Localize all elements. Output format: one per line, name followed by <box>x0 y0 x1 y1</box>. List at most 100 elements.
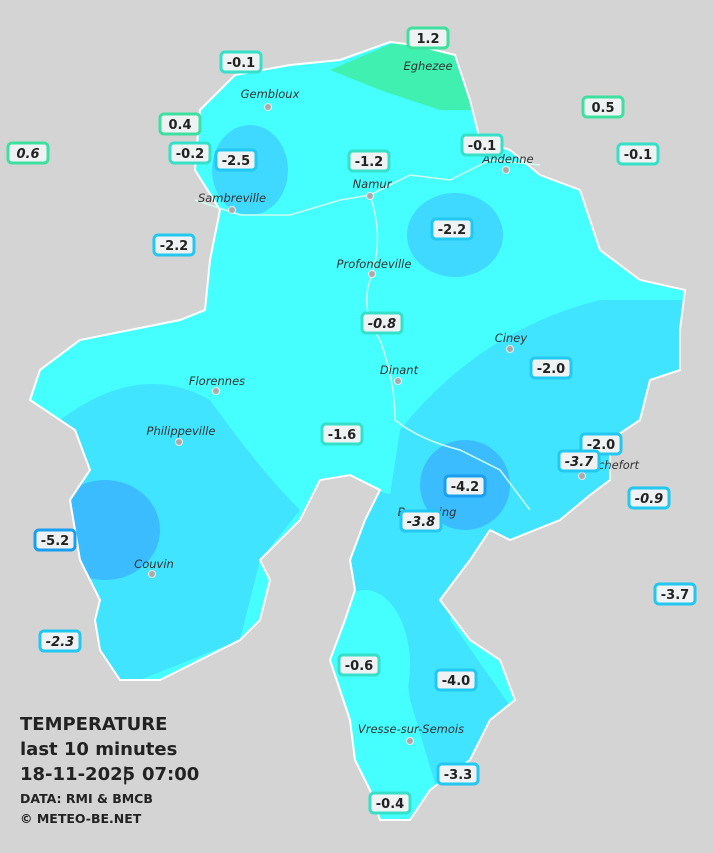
station-box <box>6 141 50 165</box>
station: -2.3 <box>38 629 82 653</box>
city-label: Profondeville <box>337 257 412 271</box>
station-value: -3.7 <box>565 455 594 470</box>
station-value: -2.0 <box>537 362 565 377</box>
station: 0.6 <box>6 141 50 165</box>
city-dot <box>406 737 414 745</box>
city-label: Ciney <box>495 331 528 345</box>
city-dot <box>212 387 220 395</box>
station-box <box>368 791 412 815</box>
station-value: -1.6 <box>328 428 356 443</box>
station-value: 0.5 <box>591 101 614 116</box>
station-value: -0.6 <box>345 659 373 674</box>
legend-title: TEMPERATURE <box>20 714 167 735</box>
station-box <box>430 217 474 241</box>
city-dot <box>394 377 402 385</box>
city-dot <box>366 192 374 200</box>
station-value: -1.2 <box>355 155 383 170</box>
station-box <box>347 149 391 173</box>
station: -0.1 <box>616 142 660 166</box>
station-box <box>434 668 478 692</box>
station-box <box>529 356 573 380</box>
station-box <box>337 653 381 677</box>
station-box <box>152 233 196 257</box>
station-value: -0.8 <box>368 317 396 332</box>
station: -0.8 <box>360 311 404 335</box>
station-box <box>406 26 450 50</box>
station: -4.2 <box>443 474 487 498</box>
city-label: Couvin <box>134 557 174 571</box>
station: 1.2 <box>406 26 450 50</box>
station-value: -2.3 <box>46 635 74 650</box>
city-label: Gembloux <box>241 87 300 101</box>
station-value: -3.7 <box>661 588 689 603</box>
station-value: -0.9 <box>635 492 663 507</box>
station-value: -2.5 <box>222 154 250 169</box>
station: -2.0 <box>529 356 573 380</box>
station-box <box>581 95 625 119</box>
station-box <box>158 112 202 136</box>
station-box <box>616 142 660 166</box>
station-box <box>320 422 364 446</box>
station-value: -2.0 <box>587 438 615 453</box>
station-value: -4.0 <box>442 674 470 689</box>
city-label: Sambreville <box>198 191 266 205</box>
station: -0.9 <box>627 486 671 510</box>
station-value: -0.1 <box>624 148 652 163</box>
station-value: -2.2 <box>160 239 188 254</box>
station-box <box>460 133 504 157</box>
city-dot <box>264 103 272 111</box>
city-label: Philippeville <box>147 424 216 438</box>
city-dot <box>228 206 236 214</box>
station: -2.2 <box>152 233 196 257</box>
station: -0.1 <box>460 133 504 157</box>
map-labels: EghezeeGemblouxAndenneNamurSambrevillePr… <box>6 26 697 815</box>
legend-period: last 10 minutes <box>20 739 177 760</box>
station: -1.2 <box>347 149 391 173</box>
station-box <box>168 141 212 165</box>
station: 0.4 <box>158 112 202 136</box>
station: -3.8 <box>399 509 443 533</box>
station-box <box>360 311 404 335</box>
station-value: 1.2 <box>416 32 439 47</box>
legend-source: DATA: RMI & BMCB <box>20 791 153 806</box>
station-value: -3.8 <box>407 515 435 530</box>
station-box <box>399 509 443 533</box>
legend-time: 07:00 <box>142 764 199 785</box>
city-dot <box>175 438 183 446</box>
river <box>365 194 531 511</box>
city-label: Namur <box>353 177 393 191</box>
station: -1.6 <box>320 422 364 446</box>
legend-copyright: © METEO-BE.NET <box>20 811 142 826</box>
station: -0.4 <box>368 791 412 815</box>
station: -4.0 <box>434 668 478 692</box>
station-box <box>219 50 263 74</box>
station-box <box>436 762 480 786</box>
city-dot <box>148 570 156 578</box>
city-dot <box>578 472 586 480</box>
city-label: Florennes <box>189 374 245 388</box>
station-value: -3.3 <box>444 768 472 783</box>
station-box <box>33 528 77 552</box>
city-dot <box>368 270 376 278</box>
station-value: -0.4 <box>376 797 404 812</box>
station: -0.6 <box>337 653 381 677</box>
station-value: -5.2 <box>41 534 69 549</box>
station: 0.5 <box>581 95 625 119</box>
station: -0.1 <box>219 50 263 74</box>
station-value: 0.6 <box>16 147 39 162</box>
city-dot <box>502 166 510 174</box>
station-value: 0.4 <box>168 118 191 133</box>
city-dot <box>506 345 514 353</box>
station: -3.7 <box>557 449 601 473</box>
city-label: Dinant <box>380 363 419 377</box>
station: -3.7 <box>653 582 697 606</box>
station-box <box>38 629 82 653</box>
station-value: -0.1 <box>468 139 496 154</box>
station: -0.2 <box>168 141 212 165</box>
station-value: -0.1 <box>227 56 255 71</box>
station-box <box>579 432 623 456</box>
station: -2.2 <box>430 217 474 241</box>
city-label: Eghezee <box>403 59 452 73</box>
station-value: -0.2 <box>176 147 204 162</box>
